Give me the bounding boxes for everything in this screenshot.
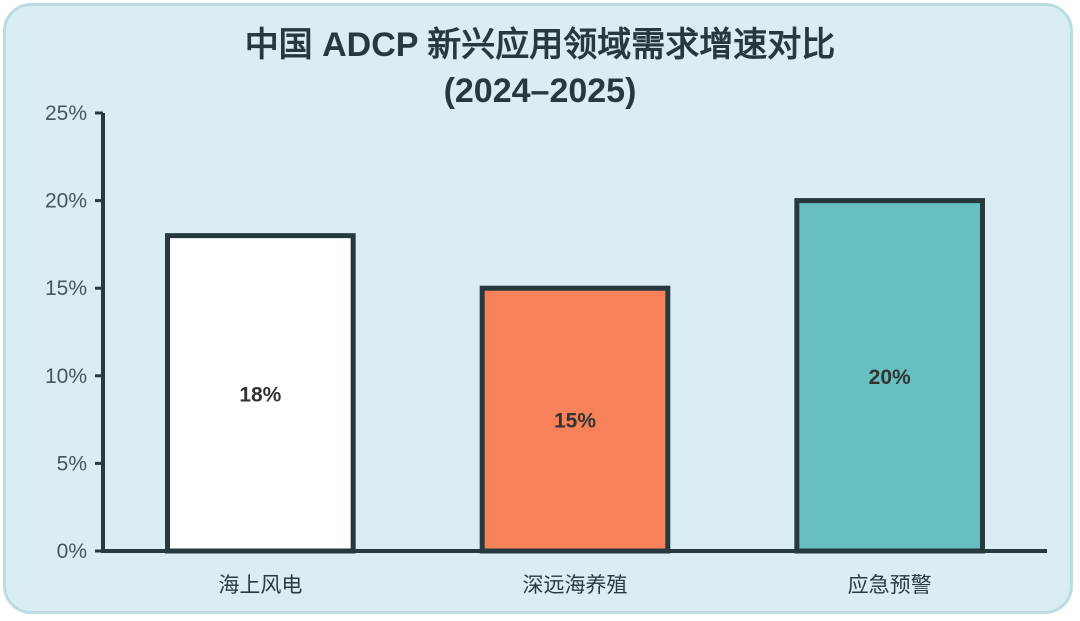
- category-label: 深远海养殖: [523, 574, 628, 597]
- y-tick-label: 20%: [45, 190, 87, 213]
- category-labels: 海上风电 深远海养殖 应急预警: [218, 574, 931, 597]
- chart-title: 中国 ADCP 新兴应用领域需求增速对比 (2024–2025): [0, 22, 1080, 114]
- y-tick-label: 15%: [45, 277, 87, 300]
- bar-value-label: 18%: [239, 383, 281, 406]
- bar-1: [165, 233, 356, 554]
- chart-title-line-1: 中国 ADCP 新兴应用领域需求增速对比: [244, 26, 836, 64]
- bar-value-label: 20%: [869, 366, 911, 389]
- y-tick-label: 25%: [45, 102, 87, 125]
- chart-title-line-2: (2024–2025): [443, 72, 637, 110]
- y-tick-label: 10%: [45, 365, 87, 388]
- axes: [101, 113, 1047, 553]
- bar-3: [794, 198, 985, 554]
- y-tick-label: 5%: [57, 452, 87, 475]
- y-axis-ticks: 0% 5% 10% 15% 20% 25%: [45, 102, 103, 563]
- category-label: 海上风电: [218, 574, 302, 597]
- category-label: 应急预警: [848, 574, 932, 597]
- y-tick-label: 0%: [57, 540, 87, 563]
- bars: 18% 15% 20%: [165, 198, 985, 554]
- bar-value-label: 15%: [554, 410, 596, 433]
